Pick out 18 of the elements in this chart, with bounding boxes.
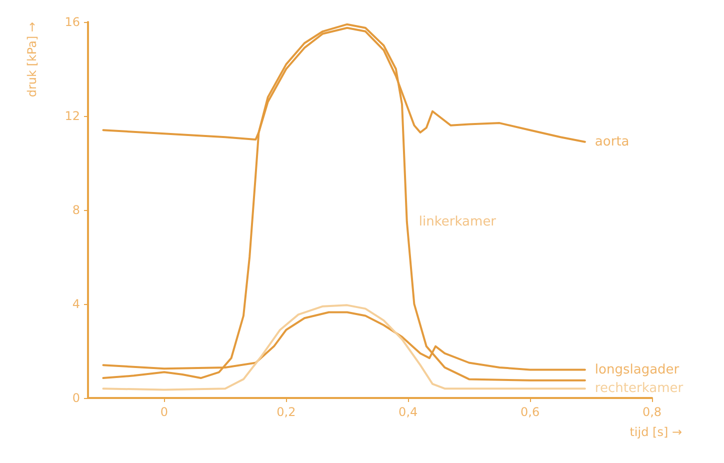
x-tick-label: 0,8	[642, 405, 662, 419]
series-label: aorta	[594, 134, 630, 150]
y-tick-label: 0	[72, 391, 80, 405]
annotation: linkerkamer	[418, 214, 497, 230]
y-tick-label: 12	[64, 109, 80, 123]
line-series	[102, 304, 586, 391]
y-tick-label: 8	[72, 203, 80, 217]
y-tick-label: 16	[64, 15, 80, 29]
x-tick-label: 0,2	[276, 405, 296, 419]
series-label: longslagader	[594, 362, 680, 378]
line-series	[102, 23, 586, 382]
y-axis-title: druk [kPa] →	[25, 22, 39, 98]
x-tick-label: 0,6	[520, 405, 540, 419]
x-tick-label: 0,4	[398, 405, 418, 419]
y-tick-label: 4	[72, 297, 80, 311]
series-label: rechterkamer	[594, 381, 684, 396]
x-axis-title: tijd [s] →	[630, 425, 682, 439]
x-tick-label: 0	[160, 405, 168, 419]
